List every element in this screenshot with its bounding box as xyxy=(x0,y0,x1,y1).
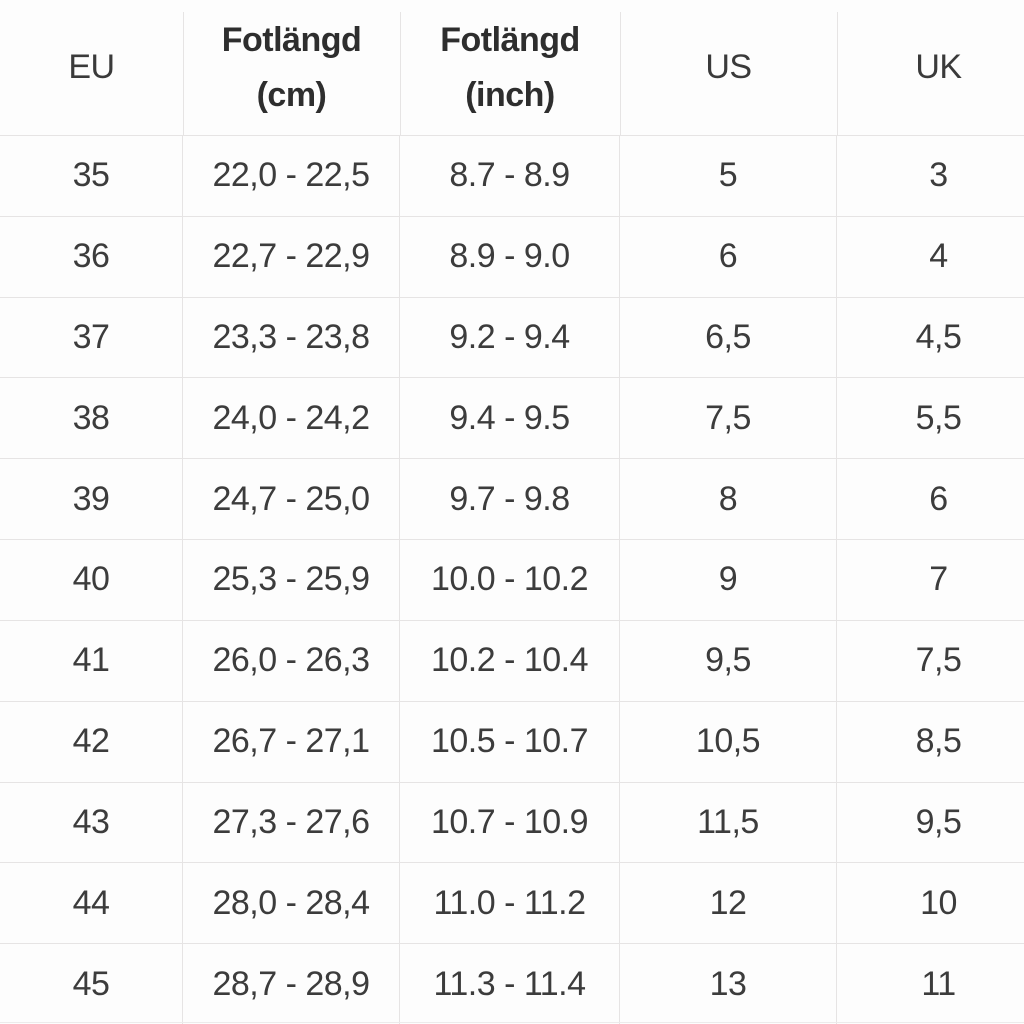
cell-us-size: 6 xyxy=(620,215,837,297)
cell-uk-size: 11 xyxy=(837,943,1024,1024)
cell-footlength-inch: 10.5 - 10.7 xyxy=(400,700,620,782)
cell-eu-size: 38 xyxy=(0,377,183,459)
cell-uk-size: 9,5 xyxy=(837,781,1024,863)
cell-footlength-cm: 27,3 - 27,6 xyxy=(183,781,400,863)
cell-us-size: 9,5 xyxy=(620,619,837,701)
cell-footlength-cm: 24,7 - 25,0 xyxy=(183,458,400,540)
col-header-uk: UK xyxy=(837,0,1024,135)
col-header-eu: EU xyxy=(0,0,184,135)
cell-footlength-inch: 8.9 - 9.0 xyxy=(400,215,620,297)
cell-eu-size: 39 xyxy=(0,458,183,540)
cell-us-size: 9 xyxy=(620,539,837,620)
cell-us-size: 6,5 xyxy=(620,296,837,378)
cell-footlength-inch: 11.0 - 11.2 xyxy=(400,862,620,944)
cell-footlength-cm: 22,0 - 22,5 xyxy=(183,135,400,216)
cell-footlength-cm: 28,7 - 28,9 xyxy=(183,943,400,1024)
cell-footlength-cm: 25,3 - 25,9 xyxy=(183,539,400,620)
cell-footlength-inch: 10.0 - 10.2 xyxy=(400,539,620,620)
bottom-grid-line xyxy=(0,1022,1024,1023)
cell-footlength-cm: 24,0 - 24,2 xyxy=(183,377,400,459)
cell-us-size: 5 xyxy=(620,135,837,216)
cell-footlength-cm: 26,7 - 27,1 xyxy=(183,700,400,782)
cell-footlength-cm: 28,0 - 28,4 xyxy=(183,862,400,944)
cell-uk-size: 4 xyxy=(837,215,1024,297)
cell-eu-size: 45 xyxy=(0,943,183,1024)
cell-footlength-inch: 9.4 - 9.5 xyxy=(400,377,620,459)
col-header-footlength-cm: Fotlängd (cm) xyxy=(183,0,401,135)
cell-eu-size: 36 xyxy=(0,215,183,297)
col-header-footlength-inch-sub: (inch) xyxy=(465,75,555,114)
cell-us-size: 8 xyxy=(620,458,837,540)
cell-uk-size: 5,5 xyxy=(837,377,1024,458)
cell-footlength-inch: 9.7 - 9.8 xyxy=(400,458,620,540)
cell-footlength-inch: 10.2 - 10.4 xyxy=(400,619,620,701)
col-header-footlength-cm-sub: (cm) xyxy=(256,75,327,114)
cell-us-size: 10,5 xyxy=(620,700,837,782)
cell-us-size: 7,5 xyxy=(620,377,837,459)
col-header-footlength-cm-label: Fotlängd xyxy=(221,21,362,60)
cell-footlength-cm: 23,3 - 23,8 xyxy=(183,296,400,378)
cell-us-size: 11,5 xyxy=(620,781,837,863)
cell-eu-size: 35 xyxy=(0,135,183,216)
cell-uk-size: 10 xyxy=(837,862,1024,943)
cell-eu-size: 41 xyxy=(0,619,183,701)
cell-eu-size: 42 xyxy=(0,700,183,782)
cell-footlength-cm: 26,0 - 26,3 xyxy=(183,619,400,701)
cell-uk-size: 4,5 xyxy=(837,296,1024,378)
cell-footlength-inch: 9.2 - 9.4 xyxy=(400,296,620,378)
col-header-us-label: US xyxy=(705,48,752,87)
cell-footlength-inch: 11.3 - 11.4 xyxy=(400,943,620,1024)
cell-uk-size: 8,5 xyxy=(837,700,1024,782)
cell-uk-size: 6 xyxy=(837,458,1024,539)
cell-footlength-inch: 8.7 - 8.9 xyxy=(400,135,620,216)
cell-uk-size: 7 xyxy=(837,539,1024,620)
cell-eu-size: 44 xyxy=(0,862,183,944)
col-header-footlength-inch: Fotlängd (inch) xyxy=(400,0,621,135)
col-header-uk-label: UK xyxy=(915,48,962,87)
cell-footlength-cm: 22,7 - 22,9 xyxy=(183,215,400,297)
col-header-us: US xyxy=(620,0,838,135)
cell-us-size: 12 xyxy=(620,862,837,944)
cell-us-size: 13 xyxy=(620,943,837,1024)
col-header-footlength-inch-label: Fotlängd xyxy=(440,21,580,60)
cell-uk-size: 3 xyxy=(837,135,1024,216)
cell-eu-size: 40 xyxy=(0,539,183,620)
cell-uk-size: 7,5 xyxy=(837,619,1024,701)
cell-eu-size: 43 xyxy=(0,781,183,863)
cell-eu-size: 37 xyxy=(0,296,183,378)
cell-footlength-inch: 10.7 - 10.9 xyxy=(400,781,620,863)
col-header-eu-label: EU xyxy=(68,48,115,87)
